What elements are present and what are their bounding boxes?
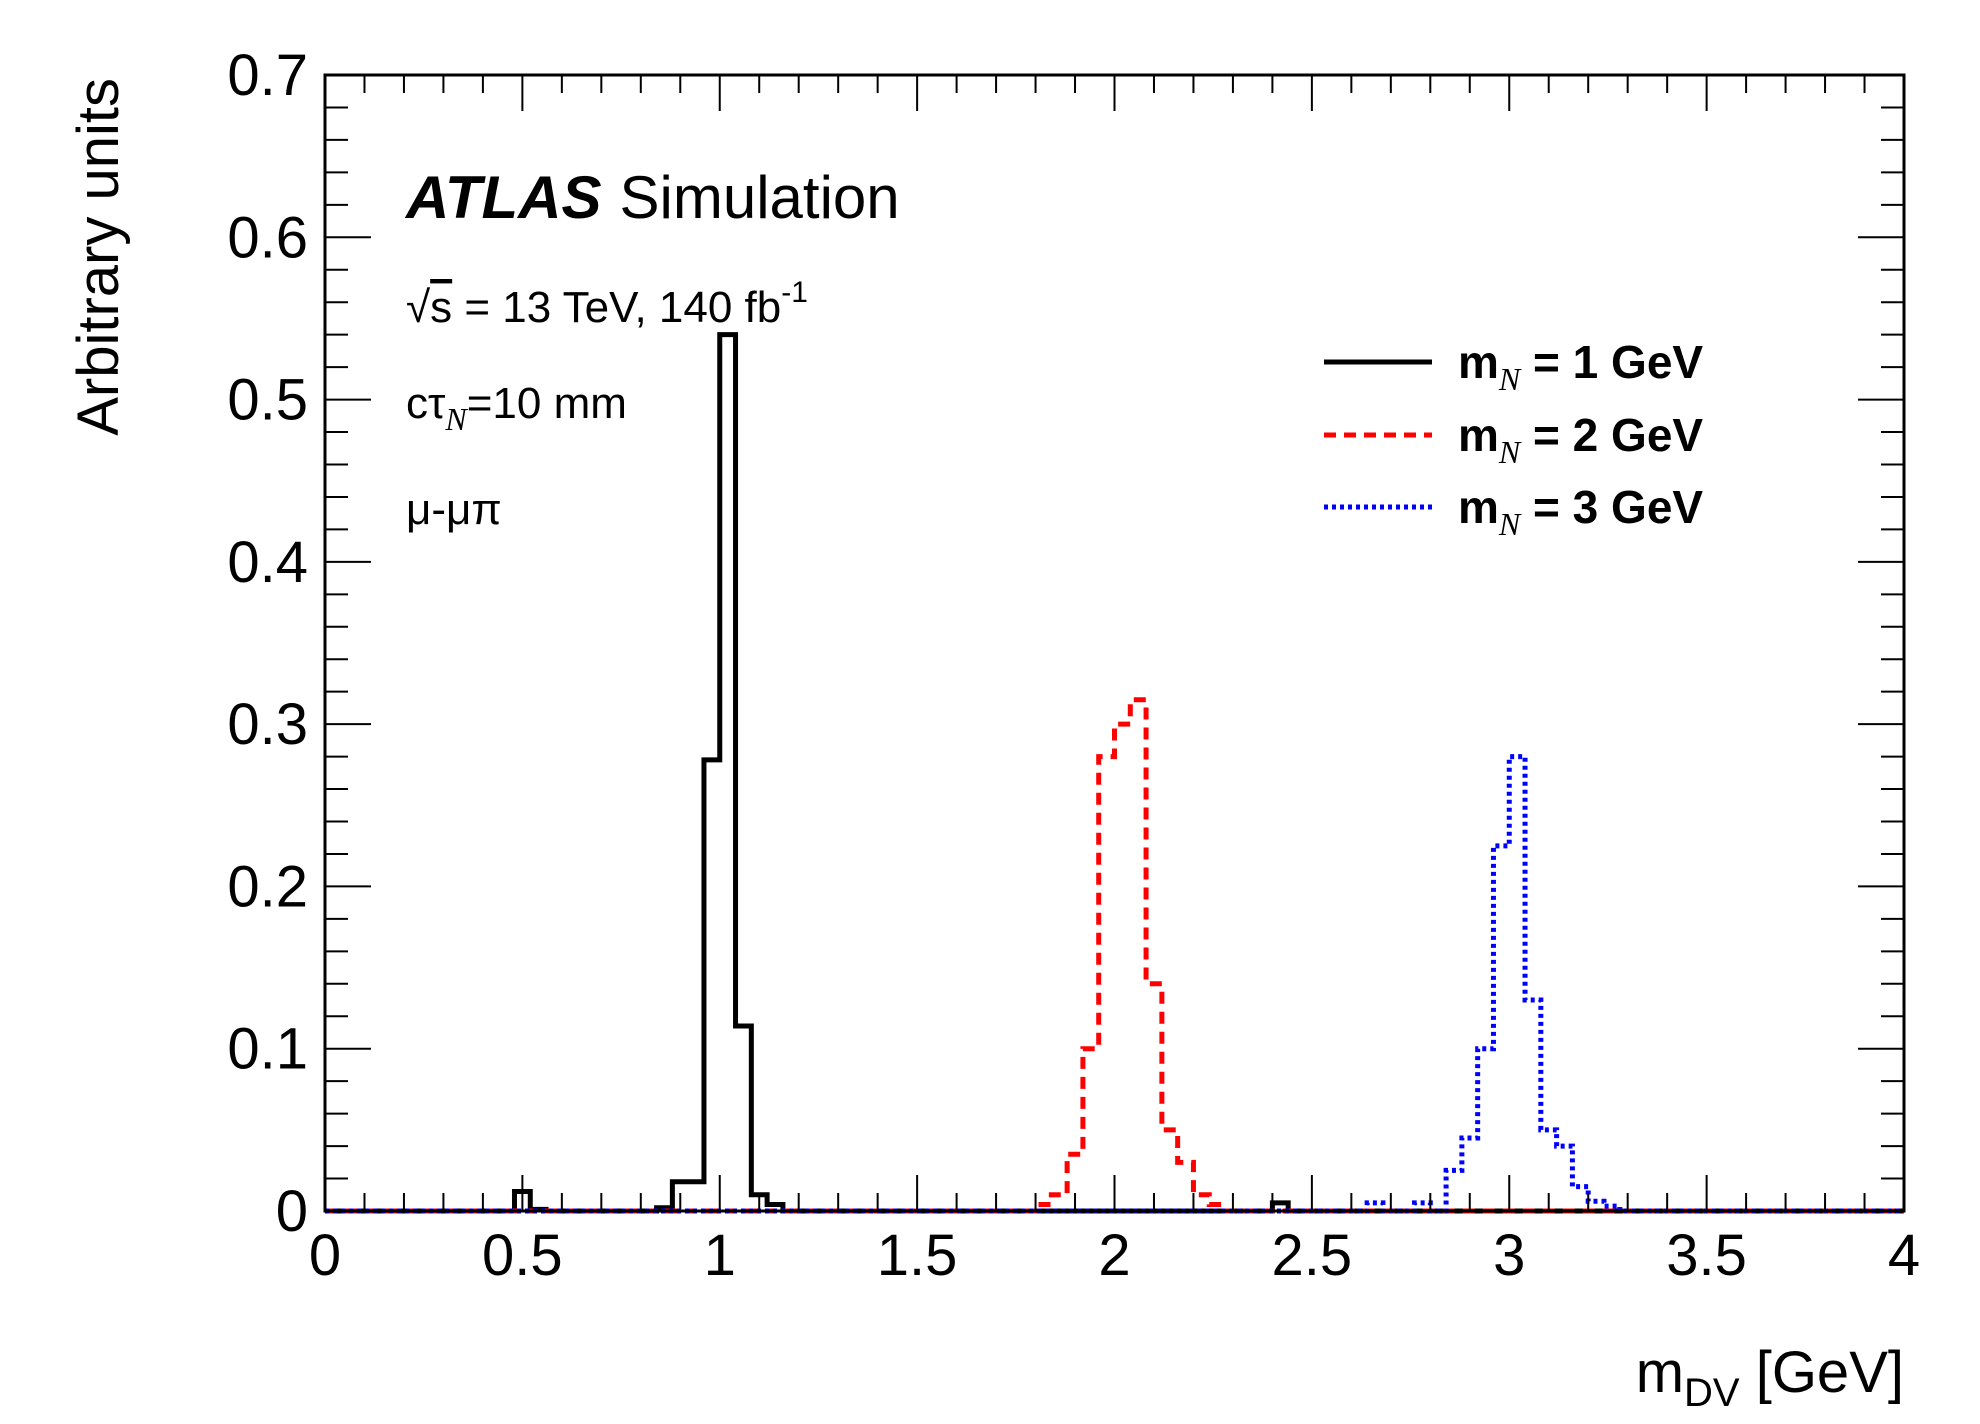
energy-text: = 13 TeV, 140 fb: [452, 283, 781, 332]
ctau-text: cτN=10 mm: [406, 379, 627, 437]
series-line-1: [325, 332, 1904, 1214]
y-tick-label: 0.3: [227, 692, 308, 757]
plot-frame: [323, 73, 1906, 1213]
legend-3gev-sub: N: [1498, 506, 1522, 542]
x-tick-label: 3.5: [1666, 1223, 1747, 1288]
x-axis-title-sub: DV: [1684, 1371, 1740, 1415]
legend: mN = 1 GeV mN = 2 GeV mN = 3 GeV: [1324, 336, 1703, 542]
tick-labels: 0 0.5 1 1.5 2 2.5 3 3.5 4 0 0.1 0.2 0.3 0.4 0.5 0.6 0.7: [227, 43, 1920, 1288]
legend-2gev-sub: N: [1498, 434, 1522, 470]
simulation-text: Simulation: [620, 164, 900, 231]
x-axis-title-m: m: [1636, 1340, 1684, 1405]
y-tick-label: 0.5: [227, 368, 308, 433]
legend-1gev-m: m: [1458, 336, 1499, 388]
x-tick-label: 0.5: [482, 1223, 563, 1288]
series-line-3: [325, 754, 1904, 1214]
x-tick-label: 2: [1098, 1223, 1130, 1288]
x-tick-label: 3: [1493, 1223, 1525, 1288]
axis-ticks: [324, 74, 1905, 1212]
y-tick-label: 0.6: [227, 205, 308, 270]
lumi-superscript: -1: [781, 276, 808, 309]
legend-label-1gev: mN = 1 GeV: [1458, 336, 1703, 397]
legend-3gev-rest: = 3 GeV: [1520, 481, 1703, 533]
x-axis-title: mDV [GeV]: [1636, 1340, 1904, 1415]
legend-1gev-rest: = 1 GeV: [1520, 336, 1703, 388]
y-tick-label: 0.2: [227, 854, 308, 919]
x-tick-label: 1: [704, 1223, 736, 1288]
energy-s: s: [430, 283, 452, 332]
legend-3gev-m: m: [1458, 481, 1499, 533]
legend-label-2gev: mN = 2 GeV: [1458, 409, 1703, 470]
legend-2gev-m: m: [1458, 409, 1499, 461]
energy-lumi-text: √s = 13 TeV, 140 fb-1: [406, 276, 808, 332]
legend-1gev-sub: N: [1498, 361, 1522, 397]
y-tick-label: 0: [276, 1179, 308, 1244]
legend-2gev-rest: = 2 GeV: [1520, 409, 1703, 461]
atlas-logo-text: ATLAS: [404, 164, 602, 231]
x-axis-title-unit: [GeV]: [1740, 1340, 1904, 1405]
x-tick-label: 2.5: [1272, 1223, 1353, 1288]
ctau-subscript: N: [444, 401, 468, 437]
atlas-label: ATLAS Simulation: [404, 164, 900, 231]
x-tick-label: 1.5: [877, 1223, 958, 1288]
ctau-value: =10 mm: [467, 379, 627, 428]
legend-label-3gev: mN = 3 GeV: [1458, 481, 1703, 542]
y-tick-label: 0.4: [227, 530, 308, 595]
x-tick-label: 4: [1888, 1223, 1920, 1288]
series-layer: [325, 332, 1904, 1214]
series-line-2: [325, 697, 1904, 1214]
y-axis-title: Arbitrary units: [66, 78, 131, 436]
y-tick-label: 0.1: [227, 1017, 308, 1082]
channel-text: μ-μπ: [406, 485, 502, 534]
x-tick-label: 0: [309, 1223, 341, 1288]
ctau-symbol: cτ: [406, 379, 446, 428]
y-tick-label: 0.7: [227, 43, 308, 108]
sqrt-symbol: √: [406, 283, 431, 332]
